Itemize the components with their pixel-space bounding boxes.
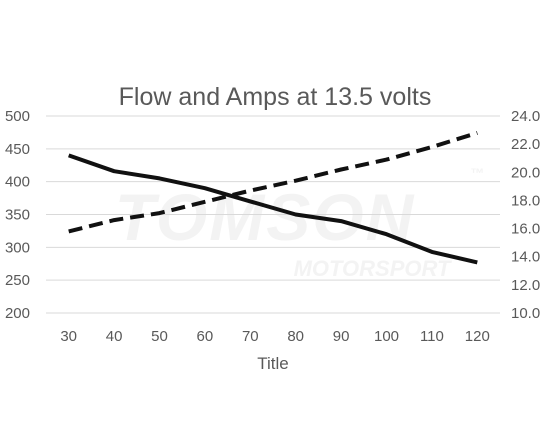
watermark-sub-text: MOTORSPORT <box>294 256 452 281</box>
x-tick-label: 110 <box>420 328 444 345</box>
x-axis-ticks: 30 40 50 60 70 80 90 100 110 120 <box>60 328 489 345</box>
chart-title: Flow and Amps at 13.5 volts <box>119 83 432 111</box>
y-left-tick-label: 400 <box>5 174 30 191</box>
y-right-tick-label: 12.0 <box>511 277 540 294</box>
y-axis-left-ticks: 200 250 300 350 400 450 500 <box>5 108 30 322</box>
series-layer <box>68 130 478 265</box>
series-line-solid <box>68 153 478 265</box>
y-right-tick-label: 20.0 <box>511 164 540 181</box>
y-left-tick-label: 200 <box>5 305 30 322</box>
x-tick-label: 50 <box>151 328 168 345</box>
x-tick-label: 30 <box>60 328 77 345</box>
watermark-main-text: TOMSON <box>115 180 415 254</box>
y-left-tick-label: 250 <box>5 272 30 289</box>
watermark-tm-mark: ™ <box>470 165 484 181</box>
y-right-tick-label: 24.0 <box>511 108 540 125</box>
y-right-tick-label: 18.0 <box>511 192 540 209</box>
x-tick-label: 100 <box>374 328 399 345</box>
y-axis-right-ticks: 10.0 12.0 14.0 16.0 18.0 20.0 22.0 24.0 <box>511 108 540 322</box>
x-tick-label: 70 <box>242 328 259 345</box>
x-tick-label: 80 <box>287 328 304 345</box>
y-left-tick-label: 500 <box>5 108 30 125</box>
y-right-tick-label: 10.0 <box>511 305 540 322</box>
x-axis-title: Title <box>257 354 289 373</box>
x-tick-label: 90 <box>333 328 350 345</box>
x-tick-label: 60 <box>197 328 214 345</box>
y-left-tick-label: 450 <box>5 141 30 158</box>
y-right-tick-label: 22.0 <box>511 136 540 153</box>
y-left-tick-label: 300 <box>5 239 30 256</box>
watermark-logo: TOMSON MOTORSPORT ™ <box>115 165 484 281</box>
x-tick-label: 40 <box>106 328 123 345</box>
y-right-tick-label: 14.0 <box>511 249 540 266</box>
series-line-dashed <box>68 130 478 234</box>
y-left-tick-label: 350 <box>5 207 30 224</box>
y-right-tick-label: 16.0 <box>511 221 540 238</box>
x-tick-label: 120 <box>465 328 490 345</box>
